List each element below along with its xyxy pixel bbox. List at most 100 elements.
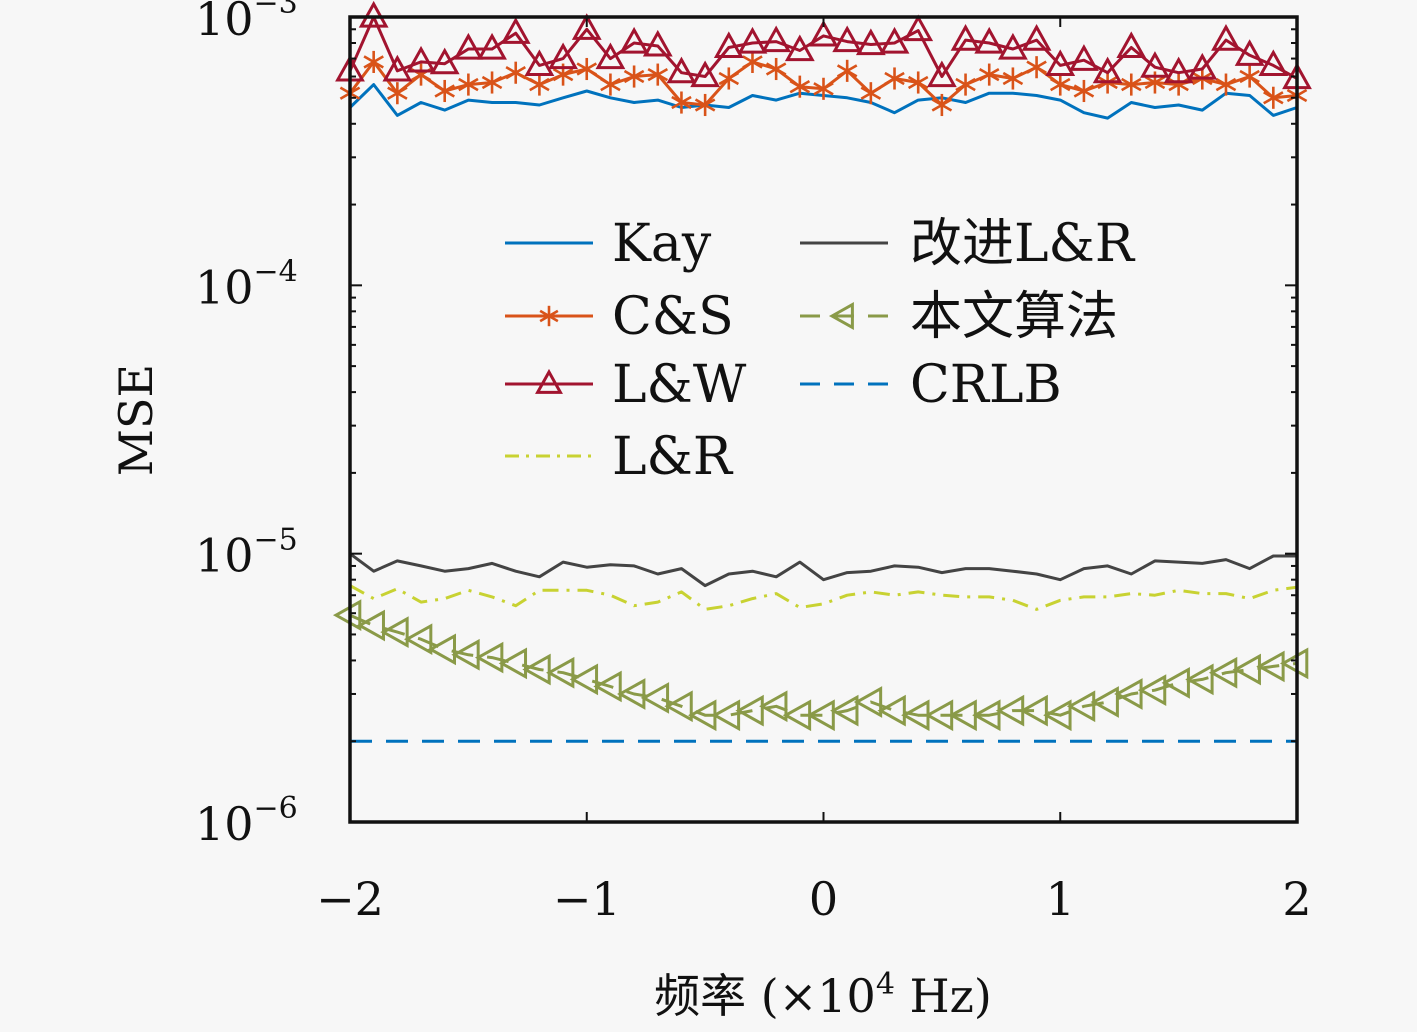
data-point-cs — [718, 67, 740, 90]
y-tick-exponent: −6 — [254, 791, 298, 826]
ticks-layer — [349, 17, 1298, 823]
data-point-cs — [623, 65, 645, 88]
data-point-cs — [742, 50, 763, 73]
legend-item-lw: L&W — [505, 355, 747, 415]
data-point-lw — [666, 56, 697, 84]
data-point-lw — [406, 45, 436, 73]
data-point-cs — [813, 77, 834, 100]
data-point-lw — [1069, 44, 1099, 71]
data-point-lw — [974, 26, 1005, 54]
x-axis-title-suffix: Hz) — [895, 969, 992, 1023]
data-point-proposed — [1256, 650, 1285, 683]
y-tick-exponent: −4 — [254, 254, 298, 289]
data-point-cs — [1121, 73, 1142, 96]
data-point-cs — [600, 73, 621, 96]
series-line-lr — [349, 584, 1298, 611]
x-tick-label: 0 — [809, 872, 838, 926]
data-point-cs — [1049, 73, 1071, 96]
plot-frame — [348, 15, 1299, 824]
x-tick-label: 2 — [1282, 872, 1311, 926]
data-point-proposed — [356, 609, 385, 642]
data-point-cs — [1002, 67, 1024, 90]
data-point-lw — [832, 25, 863, 53]
data-point-lw — [595, 42, 626, 70]
legend-item-improved-lr: 改进L&R — [800, 214, 1136, 274]
data-point-cs — [978, 63, 1000, 86]
data-point-lw — [737, 26, 768, 54]
data-point-lw — [903, 14, 934, 42]
data-point-lw — [761, 25, 792, 53]
data-point-proposed — [711, 699, 741, 732]
data-point-proposed — [1185, 663, 1214, 696]
legend-marker — [535, 368, 563, 394]
data-point-cs — [789, 75, 811, 98]
y-tick-exponent: −3 — [254, 0, 298, 21]
data-point-cs — [505, 61, 526, 84]
data-point-cs — [765, 57, 787, 81]
y-tick-label: 10−6 — [195, 791, 298, 851]
data-point-cs — [529, 73, 550, 96]
data-point-lw — [713, 31, 744, 59]
data-point-proposed — [546, 656, 575, 689]
data-point-lw — [1116, 31, 1147, 59]
data-point-lw — [690, 60, 721, 88]
legend-item-lr: L&R — [505, 427, 734, 487]
data-point-proposed — [830, 694, 859, 727]
data-point-lw — [1187, 52, 1218, 80]
data-point-proposed — [640, 682, 670, 714]
data-point-lw — [1140, 51, 1170, 78]
data-point-proposed — [569, 663, 599, 696]
data-point-lw — [524, 49, 555, 77]
legend-label: L&R — [612, 427, 734, 487]
data-point-lw — [997, 32, 1028, 60]
data-point-cs — [1263, 86, 1284, 109]
x-axis-title-sup: 4 — [876, 967, 895, 1002]
legend-label: 本文算法 — [910, 287, 1118, 347]
data-point-lw — [477, 32, 507, 60]
data-point-lw — [429, 47, 460, 75]
data-point-cs — [836, 59, 858, 82]
data-point-proposed — [759, 690, 788, 723]
data-point-lw — [1163, 56, 1194, 84]
data-point-proposed — [1137, 674, 1167, 707]
data-point-cs — [931, 93, 953, 117]
data-point-cs — [955, 73, 976, 96]
legend-item-proposed: 本文算法 — [800, 287, 1118, 347]
data-point-cs — [1239, 65, 1260, 88]
data-point-cs — [860, 82, 882, 105]
data-point-lw — [1045, 49, 1076, 77]
data-point-proposed — [1066, 690, 1096, 723]
data-point-proposed — [474, 641, 504, 674]
data-point-proposed — [498, 647, 528, 680]
data-point-proposed — [1279, 647, 1309, 680]
data-point-cs — [410, 63, 432, 86]
data-point-lw — [1211, 24, 1241, 51]
series-lw — [335, 0, 1312, 90]
data-point-lw — [1258, 49, 1289, 77]
series-cs — [339, 50, 1308, 117]
y-tick-labels: 10−310−410−510−6 — [195, 0, 298, 851]
data-point-lw — [500, 17, 531, 44]
data-point-lw — [453, 32, 484, 60]
y-axis-title: MSE — [109, 364, 163, 476]
legend-label: 改进L&R — [910, 214, 1136, 274]
data-point-lw — [784, 34, 815, 62]
series-line-improved-lr — [349, 552, 1297, 588]
data-point-proposed — [806, 699, 835, 732]
data-point-cs — [387, 82, 408, 105]
data-point-lw — [879, 26, 910, 54]
data-point-cs — [458, 73, 479, 96]
data-point-proposed — [1019, 694, 1048, 727]
x-tick-label: −1 — [553, 872, 621, 926]
data-point-proposed — [617, 678, 646, 710]
y-tick-label: 10−5 — [195, 523, 298, 583]
legend-marker — [539, 305, 559, 327]
legend-item-cs: C&S — [505, 287, 734, 347]
x-tick-labels: −2 −1 0 1 2 — [316, 872, 1312, 926]
legend-item-kay: Kay — [505, 214, 712, 274]
data-point-proposed — [380, 616, 409, 648]
data-point-proposed — [593, 670, 622, 703]
legend: Kay C&S L&W L&R 改进L&R 本文算法 CRLB — [505, 214, 1136, 487]
legend-marker — [828, 302, 854, 330]
data-point-proposed — [403, 623, 433, 656]
